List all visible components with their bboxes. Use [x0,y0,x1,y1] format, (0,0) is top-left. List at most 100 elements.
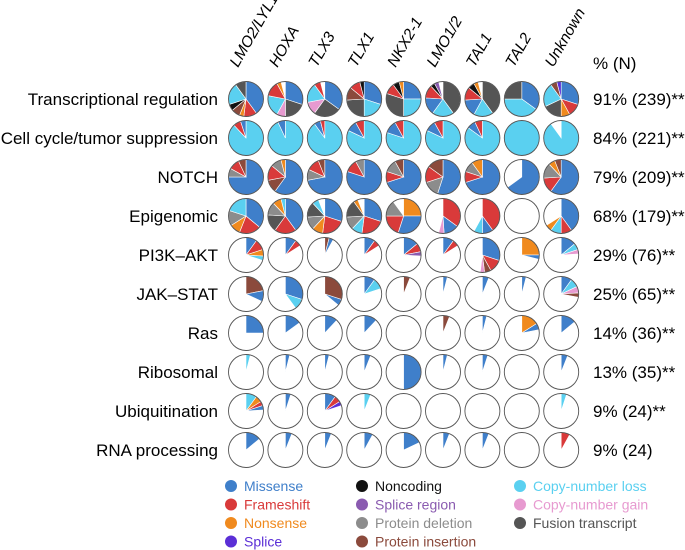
pie-chart [228,198,264,234]
pie-outline [267,354,304,390]
pie-chart [385,198,422,234]
pie-outline [464,276,501,312]
pie-outline [228,393,264,429]
pie-background [386,315,422,351]
pie-outline [503,315,540,351]
pathway-percent: 25% (65)** [593,285,676,304]
pie-outline [385,315,422,351]
pathway-label: Ribosomal [138,363,218,382]
legend-swatch [356,517,368,529]
pie-chart [385,393,422,429]
pie-chart [385,120,422,156]
legend-label: Fusion transcript [533,515,637,531]
pie-chart [425,198,461,234]
pie-outline [346,432,383,468]
pie-chart [267,315,304,351]
subtype-label: TLX1 [345,29,378,70]
pie-outline [267,81,304,117]
pie-background [504,393,540,429]
pathway-label: Ubiquitination [115,402,218,421]
pie-outline [503,159,540,195]
subtype-label: Unknown [542,6,589,70]
legend-item-cn_loss: Copy-number loss [514,478,647,494]
pie-chart [503,81,540,117]
legend-item-protein_insertion: Protein insertion [356,534,476,550]
pie-outline [425,120,461,156]
pie-chart [228,81,264,117]
pie-chart [346,120,383,156]
pie-chart [425,354,461,390]
legend-label: Nonsense [244,515,307,531]
pie-chart [267,198,304,234]
pathway-label: JAK–STAT [136,285,218,304]
pie-outline [346,120,383,156]
pie-outline [543,81,580,117]
pie-outline [306,315,343,351]
pie-outline [267,315,304,351]
pie-outline [464,393,501,429]
pie-chart [543,354,580,390]
pie-chart [228,237,264,273]
pie-chart [385,432,422,468]
pie-outline [543,276,580,312]
pie-chart [228,432,264,468]
legend-swatch [225,517,237,529]
pie-chart [503,237,540,273]
pie-outline [464,120,501,156]
subtype-label: LMO1/2 [424,13,466,70]
legend-swatch [225,535,237,548]
legend-label: Frameshift [244,497,310,513]
pie-chart [228,393,264,429]
subtype-label: TAL2 [503,30,536,70]
pie-chart [385,81,422,117]
pie-chart [346,276,383,312]
pie-background [386,393,422,429]
legend-item-missense: Missense [225,478,303,494]
pie-outline [425,432,461,468]
pie-chart [425,81,461,117]
pie-chart [464,159,501,195]
pie-outline [385,198,422,234]
pie-outline [425,159,461,195]
pie-chart [267,81,304,117]
pie-outline [503,432,540,468]
pie-chart [385,276,422,312]
pathway-percent: 79% (209)** [593,168,685,187]
pathway-rows: Transcriptional regulation 91% (239)** Cel… [1,81,685,468]
pie-outline [267,159,304,195]
pie-background [504,354,540,390]
pie-outline [425,198,461,234]
legend-item-protein_deletion: Protein deletion [356,515,472,531]
pie-outline [306,120,343,156]
pie-chart [503,315,540,351]
pie-outline [503,276,540,312]
pie-chart [503,198,540,234]
pie-chart [464,354,501,390]
pie-chart [346,81,383,117]
pie-chart [464,81,501,117]
pie-outline [228,81,264,117]
pie-outline [228,198,264,234]
pie-outline [425,393,461,429]
pie-chart [503,276,540,312]
pie-outline [306,393,343,429]
pie-chart [346,159,383,195]
legend-swatch [225,498,237,511]
pathway-row: RNA processing 9% (24) [96,432,653,468]
pie-chart [543,276,580,312]
pie-chart [464,237,501,273]
pathway-label: Epigenomic [129,207,218,226]
pathway-row: NOTCH 79% (209)** [158,159,685,195]
pie-chart [503,354,540,390]
legend-label: Splice [244,534,282,550]
legend-item-splice: Splice [225,534,282,550]
pie-outline [306,354,343,390]
pie-background [425,393,461,429]
pathway-label: Cell cycle/tumor suppression [1,129,218,148]
pie-chart [267,432,304,468]
pie-chart [267,393,304,429]
pie-chart [503,432,540,468]
pie-chart [543,159,580,195]
